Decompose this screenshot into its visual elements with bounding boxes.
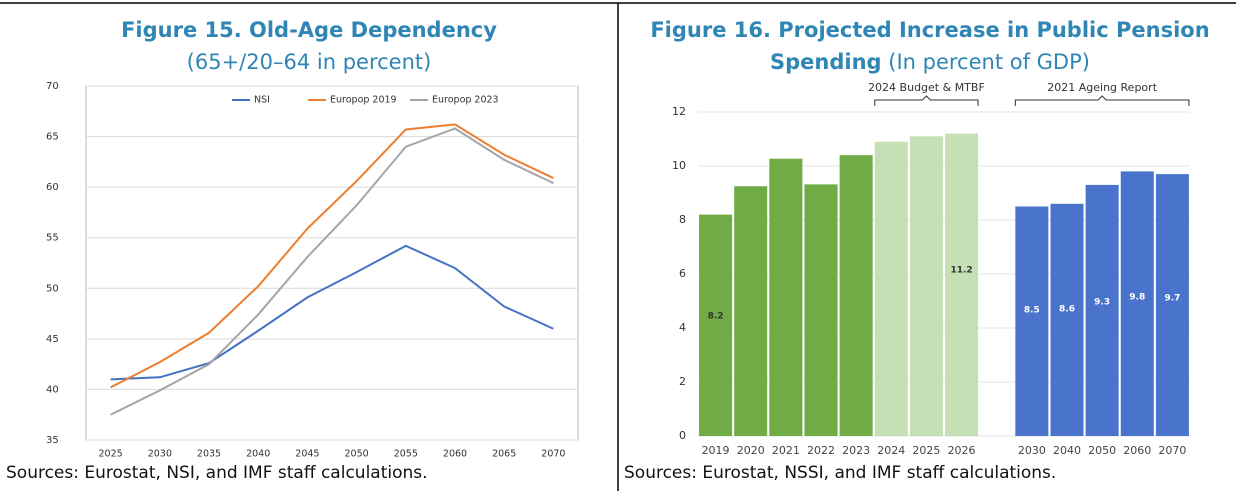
subtitle: (In percent of GDP) (888, 50, 1090, 74)
bar (1015, 206, 1049, 436)
bar (804, 184, 838, 436)
bar (1155, 174, 1189, 436)
x-tick-label: 2025 (912, 444, 940, 457)
x-tick-label: 2022 (807, 444, 835, 457)
x-tick-label: 2065 (492, 449, 516, 460)
y-tick-label: 12 (672, 105, 686, 118)
x-tick-label: 2050 (345, 449, 369, 460)
bar (945, 133, 979, 436)
bar (874, 141, 908, 436)
bracket (1014, 95, 1190, 106)
x-tick-label: 2021 (772, 444, 800, 457)
y-tick-label: 40 (46, 384, 59, 395)
value-label: 9.3 (1094, 298, 1110, 308)
annotation: 2024 Budget & MTBF (868, 81, 985, 94)
value-label: 8.6 (1059, 305, 1075, 315)
y-tick-label: 10 (672, 159, 686, 172)
x-tick-label: 2055 (394, 449, 418, 460)
x-tick-label: 2019 (702, 444, 730, 457)
line-series (110, 123, 554, 389)
x-tick-label: 2040 (246, 449, 270, 460)
bar (1120, 171, 1154, 436)
bar (1085, 184, 1119, 436)
y-tick-label: 55 (46, 233, 59, 244)
subtitle: (65+/20–64 in percent) (186, 50, 432, 74)
y-tick-label: 60 (46, 182, 59, 193)
x-tick-label: 2023 (842, 444, 870, 457)
x-tick-label: 2024 (877, 444, 905, 457)
plot-frame (85, 85, 579, 441)
y-tick-label: 45 (46, 334, 59, 345)
y-tick-label: 50 (46, 283, 59, 294)
x-tick-label: 2030 (1018, 444, 1046, 457)
bar (909, 136, 943, 437)
x-tick-label: 2050 (1088, 444, 1116, 457)
value-label: 8.2 (708, 312, 724, 322)
value-label: 11.2 (950, 266, 972, 276)
x-tick-label: 2070 (541, 449, 565, 460)
source: Sources: Eurostat, NSSI, and IMF staff c… (624, 463, 1057, 483)
legend-label: NSI (254, 95, 270, 106)
y-tick-label: 65 (46, 132, 59, 143)
y-tick-label: 4 (679, 321, 686, 334)
y-tick-label: 2 (679, 375, 686, 388)
y-tick-label: 8 (679, 213, 686, 226)
x-tick-label: 2030 (148, 449, 172, 460)
value-label: 9.8 (1129, 293, 1145, 303)
x-tick-label: 2060 (443, 449, 467, 460)
source: Sources: Eurostat, NSI, and IMF staff ca… (6, 463, 428, 483)
annotation: 2021 Ageing Report (1047, 81, 1157, 94)
y-tick-label: 0 (679, 429, 686, 442)
x-tick-label: 2026 (948, 444, 976, 457)
legend-label: Europop 2023 (432, 95, 499, 106)
bar (769, 158, 803, 436)
y-tick-label: 35 (46, 435, 59, 446)
line-series (110, 127, 554, 416)
title: Figure 15. Old-Age Dependency (121, 18, 497, 42)
line-series (110, 244, 554, 381)
bar (839, 155, 873, 436)
x-tick-label: 2060 (1123, 444, 1151, 457)
x-tick-label: 2020 (737, 444, 765, 457)
legend-label: Europop 2019 (330, 95, 397, 106)
x-tick-label: 2070 (1158, 444, 1186, 457)
bar (734, 186, 768, 436)
bracket (874, 95, 979, 106)
x-tick-label: 2025 (99, 449, 123, 460)
x-tick-label: 2035 (197, 449, 221, 460)
value-label: 8.5 (1024, 306, 1040, 316)
x-tick-label: 2045 (295, 449, 319, 460)
figure-16-title: Figure 16. Projected Increase in Public … (650, 14, 1210, 78)
y-tick-label: 6 (679, 267, 686, 280)
bar (699, 214, 733, 436)
value-label: 9.7 (1164, 294, 1180, 304)
x-tick-label: 2040 (1053, 444, 1081, 457)
y-tick-label: 70 (46, 81, 59, 92)
title: Figure 16. Projected Increase in Public … (650, 18, 1210, 74)
figure-15-title: Figure 15. Old-Age Dependency (65+/20–64 … (20, 14, 598, 78)
bar (1050, 203, 1084, 436)
